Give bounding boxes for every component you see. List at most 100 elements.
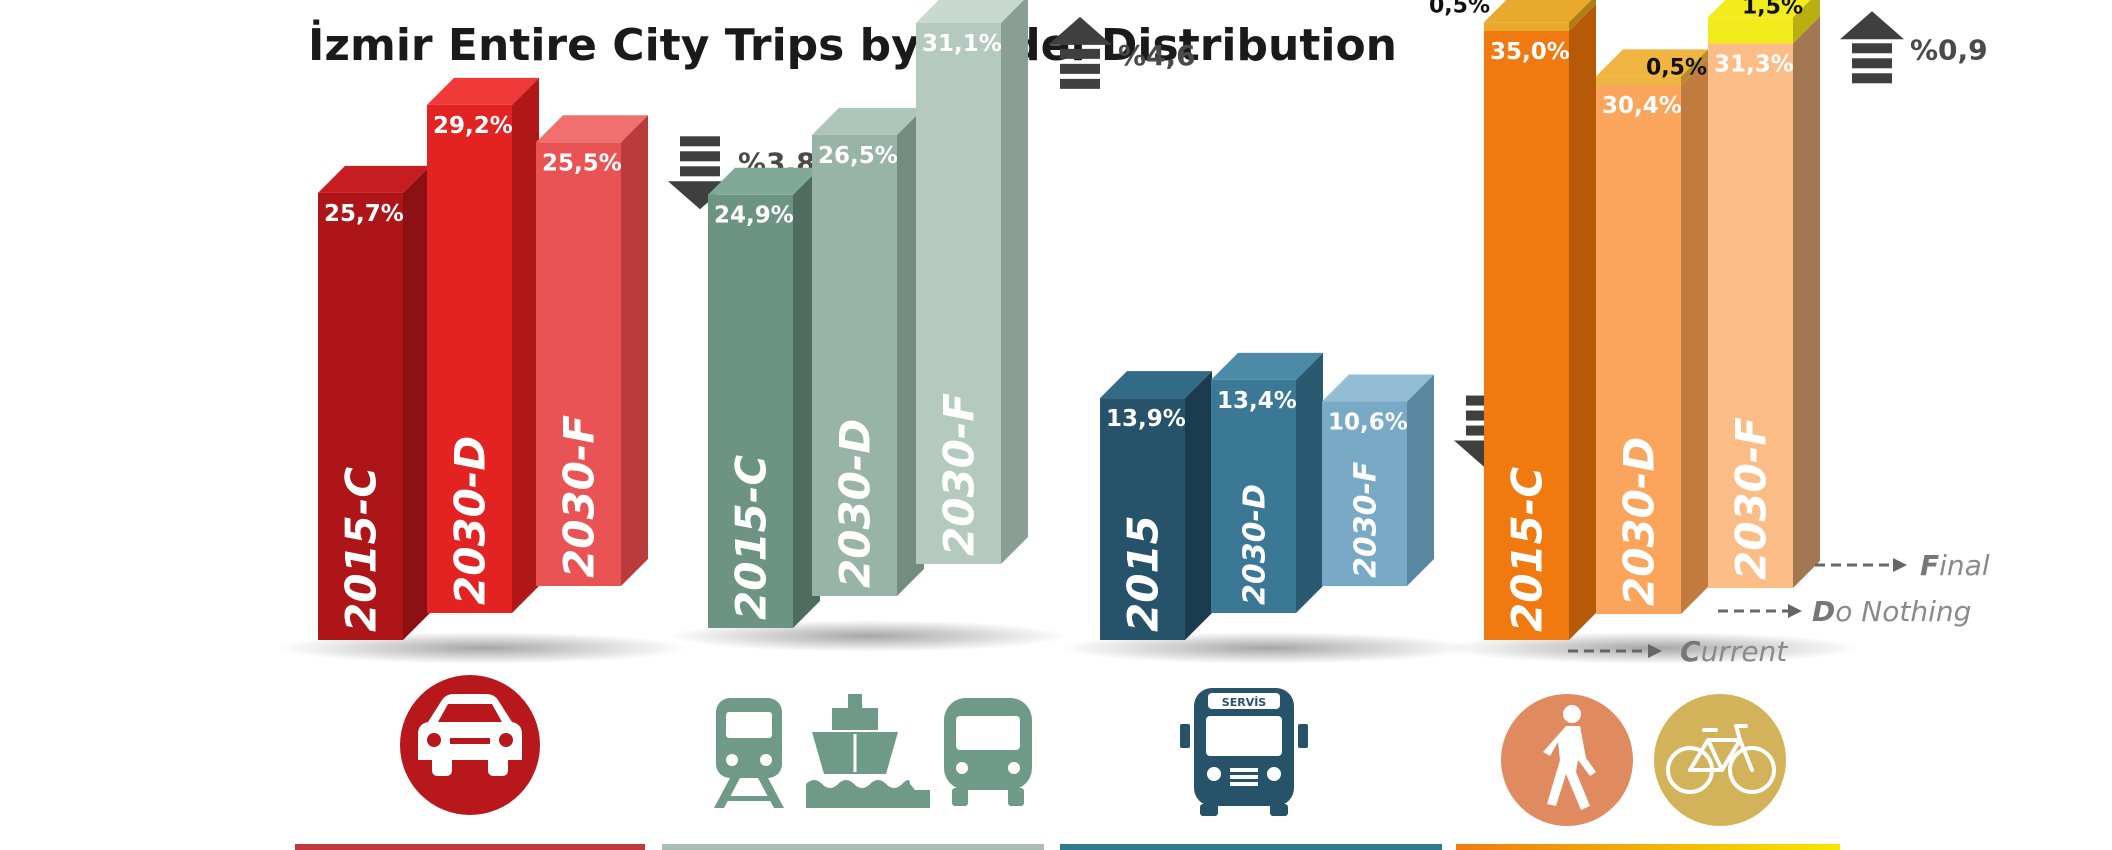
bar-top-segment-label: 1,5%	[1742, 0, 1803, 19]
bar-front-face	[1708, 43, 1793, 588]
bicycle-wheel	[1728, 746, 1776, 794]
bar-3-2: 13,4% 2030-D	[1211, 352, 1323, 613]
bar-top-face	[708, 167, 820, 195]
car-headlight	[499, 733, 513, 747]
bar-category-label: 2030-D	[831, 419, 880, 588]
bar-top-segment	[1484, 22, 1569, 31]
train-icon	[714, 698, 784, 808]
legend-initial: C	[1680, 635, 1701, 668]
bar-3-1: 13,9% 2015	[1100, 371, 1212, 640]
bar-front-face	[1211, 379, 1296, 613]
train-window	[726, 712, 772, 738]
bar-front-face	[1100, 398, 1185, 640]
change-label: %4,6	[1118, 39, 1196, 72]
bar-value-label: 31,3%	[1714, 51, 1794, 77]
car-headlight	[427, 733, 441, 747]
bar-top-segment	[1708, 17, 1793, 44]
bar-side-face	[1185, 371, 1212, 640]
arrow-stripe	[1060, 63, 1100, 74]
bar-front-face	[536, 142, 621, 587]
bar-4-2: 30,4% 0,5% 2030-D	[1596, 49, 1708, 615]
arrow-stripe	[1852, 73, 1892, 84]
ferry-cabin	[832, 708, 878, 730]
bar-top-face	[812, 107, 924, 135]
bar-side-face	[1681, 58, 1708, 615]
pedestrian-icon	[1501, 694, 1633, 826]
bar-group-1: 25,7% 2015-C 29,2% 2030-D 25,5% 2030-F %3,8	[278, 77, 816, 664]
bar-2-1: 24,9% 2015-C	[708, 167, 820, 629]
bar-value-label: 10,6%	[1328, 410, 1408, 436]
bar-1-2: 29,2% 2030-D	[427, 77, 539, 614]
bar-4-1: 35,0% 0,5% 2015-C	[1429, 0, 1596, 640]
decrease-arrow-icon: %3,8	[668, 136, 816, 210]
bar-category-label: 2015-C	[337, 467, 386, 632]
ferry-funnel	[848, 694, 862, 708]
legend-arrow-icon	[1893, 558, 1907, 572]
bar-category-label: 2030-D	[446, 436, 495, 605]
bar-top-face	[1708, 0, 1811, 18]
bar-side-face	[512, 77, 539, 614]
bar-group-2: 24,9% 2015-C 26,5% 2030-D 31,1% 2030-F %4,6	[668, 0, 1196, 652]
bar-front-face	[916, 22, 1001, 565]
bar-value-label: 35,0%	[1490, 39, 1570, 65]
pedestrian-body	[1543, 726, 1596, 810]
bar-front-face	[812, 134, 897, 596]
bus-icon	[944, 698, 1032, 806]
bar-top-face	[1322, 374, 1434, 402]
bar-front-face	[1484, 31, 1569, 640]
bus-wheel	[952, 788, 968, 806]
service-bus-grille	[1230, 768, 1258, 772]
icons-layer: SERVİS	[295, 675, 1840, 850]
legend-initial: D	[1812, 595, 1835, 628]
bar-top-segment-side	[1793, 0, 1820, 44]
bar-2-2: 26,5% 2030-D	[812, 107, 924, 597]
group-underline-4	[1456, 844, 1840, 850]
service-bus-mirror	[1180, 724, 1190, 748]
bar-top-face	[427, 77, 539, 105]
train-rail	[758, 778, 784, 808]
bar-front-face	[318, 192, 403, 640]
bus-light	[1008, 762, 1020, 774]
train-light	[726, 754, 738, 766]
bar-category-label: 2030-F	[935, 393, 984, 556]
legend-item-2: Do Nothing	[1718, 595, 1971, 628]
bar-value-label: 13,4%	[1217, 388, 1297, 414]
car-window	[438, 704, 502, 722]
bar-side-face	[1569, 4, 1596, 640]
legend-label: Current	[1680, 635, 1788, 668]
bus-window	[956, 716, 1020, 750]
bar-value-label: 24,9%	[714, 203, 794, 229]
bar-front-face	[1596, 85, 1681, 615]
bar-category-label: 2030-F	[1727, 417, 1776, 580]
bar-category-label: 2015	[1119, 515, 1168, 632]
service-bus-sign	[1208, 693, 1280, 709]
bar-3-3: 10,6% 2030-F	[1322, 374, 1434, 586]
bar-top-segment-label: 0,5%	[1646, 55, 1707, 80]
service-bus-light	[1207, 767, 1221, 781]
bar-value-label: 31,1%	[922, 31, 1002, 57]
bar-front-face	[708, 194, 793, 629]
bar-top-face	[536, 115, 648, 143]
service-bus-window	[1206, 716, 1282, 756]
group-underline-3	[1060, 844, 1442, 850]
bus-wheel	[1008, 788, 1024, 806]
bar-front-face	[1322, 401, 1407, 586]
bar-group-4: 35,0% 0,5% 2015-C 30,4% 0,5% 2030-D 31,3% 1,5% 2…	[1429, 0, 1988, 664]
train-light	[760, 754, 772, 766]
bar-side-face	[1793, 16, 1820, 588]
chart-title: İzmir Entire City Trips by Model Distrib…	[308, 18, 1397, 71]
bar-top-segment-side	[1569, 0, 1596, 31]
bar-side-face	[621, 115, 648, 587]
legend-rest: inal	[1939, 549, 1990, 582]
arrow-stripe	[1852, 43, 1892, 54]
service-bus-sign-text: SERVİS	[1222, 695, 1267, 709]
legend-rest: o Nothing	[1835, 595, 1971, 628]
arrow-head	[1048, 16, 1112, 45]
group-underline-1	[295, 844, 645, 850]
bar-top-segment-side	[1681, 49, 1708, 86]
bar-category-label: 2030-D	[1615, 437, 1664, 606]
bars-layer: 25,7% 2015-C 29,2% 2030-D 25,5% 2030-F %3,824,…	[278, 0, 1988, 664]
